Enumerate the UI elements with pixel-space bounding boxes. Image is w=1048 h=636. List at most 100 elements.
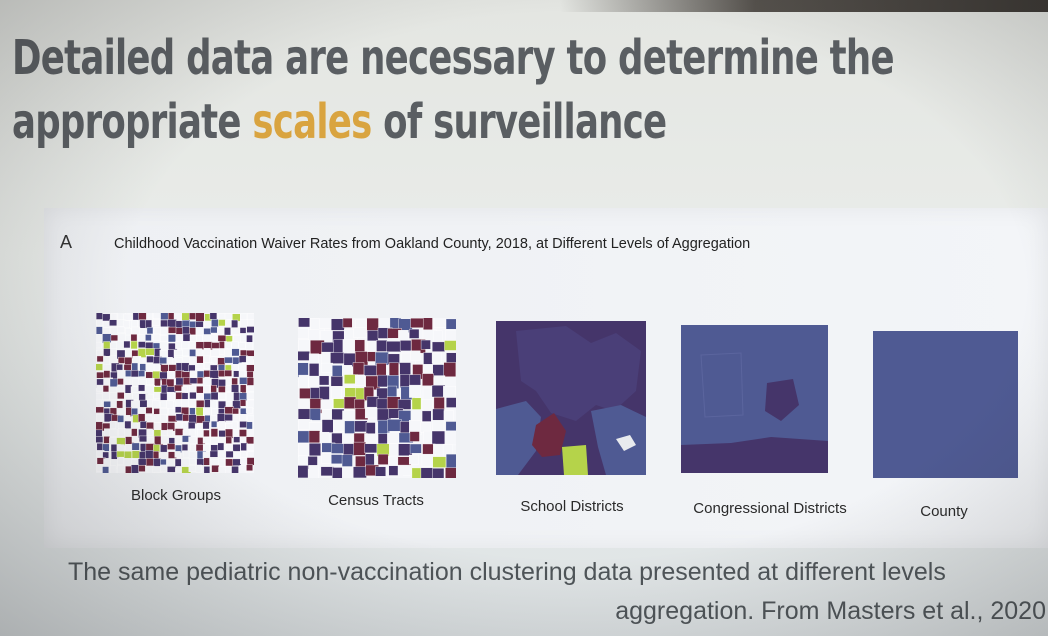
block-group-unit xyxy=(245,342,254,351)
block-group-unit xyxy=(131,435,139,443)
block-group-unit xyxy=(196,386,204,394)
block-group-unit xyxy=(181,313,190,321)
block-group-unit xyxy=(188,436,197,444)
block-group-unit xyxy=(152,333,161,341)
block-group-unit xyxy=(224,413,234,421)
block-group-unit xyxy=(131,422,138,429)
census-tract-unit xyxy=(409,443,422,454)
block-group-unit xyxy=(145,415,153,423)
block-group-unit xyxy=(195,348,203,356)
block-group-unit xyxy=(225,391,235,402)
block-group-unit xyxy=(195,313,205,322)
block-group-unit xyxy=(181,458,190,468)
census-tract-unit xyxy=(331,318,345,331)
block-group-unit xyxy=(210,391,219,401)
census-tract-unit xyxy=(309,408,321,421)
census-tract-unit xyxy=(397,464,412,476)
map-block-groups xyxy=(96,313,254,473)
block-group-unit xyxy=(182,450,190,458)
census-tract-unit xyxy=(409,328,420,339)
block-group-unit xyxy=(210,420,218,428)
block-group-unit xyxy=(102,391,110,400)
block-group-unit xyxy=(96,406,105,414)
block-group-unit xyxy=(203,385,210,394)
label-county: County xyxy=(920,503,968,520)
census-tract-unit xyxy=(321,362,333,373)
census-tract-unit xyxy=(445,453,456,469)
block-group-unit xyxy=(195,362,204,370)
block-group-unit xyxy=(188,421,196,430)
block-group-unit xyxy=(231,421,238,430)
block-group-unit xyxy=(232,458,242,466)
school-district-green xyxy=(562,445,588,475)
block-group-unit xyxy=(109,421,117,429)
census-tract-unit xyxy=(321,419,334,433)
block-group-unit xyxy=(160,313,169,320)
census-tract-unit xyxy=(364,408,378,419)
block-group-unit xyxy=(125,444,133,451)
block-group-unit xyxy=(132,391,140,400)
block-group-unit xyxy=(210,326,218,334)
title-line-2: appropriate scales of surveillance xyxy=(12,90,752,154)
census-tract-unit xyxy=(319,318,333,329)
census-tract-unit xyxy=(445,397,456,408)
block-group-unit xyxy=(175,334,184,342)
panel-letter: A xyxy=(60,232,73,252)
block-group-unit xyxy=(96,384,104,392)
block-group-unit xyxy=(210,399,217,409)
block-group-unit xyxy=(231,466,239,473)
block-group-unit xyxy=(209,450,219,458)
block-group-unit xyxy=(102,466,109,473)
block-group-unit xyxy=(109,465,117,473)
block-group-unit xyxy=(145,363,155,372)
block-group-unit xyxy=(110,400,117,409)
block-group-unit xyxy=(211,465,220,473)
block-group-unit xyxy=(174,428,184,436)
block-group-unit xyxy=(217,335,227,342)
census-tract-unit xyxy=(330,376,343,387)
label-congressional-districts: Congressional Districts xyxy=(693,500,847,517)
census-tract-unit xyxy=(411,397,422,410)
slide-title: Detailed data are necessary to determine… xyxy=(12,26,895,154)
census-tract-unit xyxy=(446,352,456,364)
census-tract-unit xyxy=(298,351,310,361)
block-group-unit xyxy=(152,466,162,473)
block-group-unit xyxy=(174,406,182,413)
block-group-unit xyxy=(203,328,212,335)
block-group-unit xyxy=(167,443,176,450)
block-group-unit xyxy=(239,327,247,334)
block-group-unit xyxy=(145,348,155,356)
block-group-unit xyxy=(246,428,254,438)
census-tract-unit xyxy=(365,453,375,466)
census-tract-unit xyxy=(298,339,310,352)
block-group-unit xyxy=(238,342,246,349)
block-group-unit xyxy=(218,370,226,377)
map-county xyxy=(873,331,1018,478)
block-group-unit xyxy=(211,342,220,349)
block-group-unit xyxy=(181,362,190,372)
census-tract-unit xyxy=(364,443,378,454)
block-group-unit xyxy=(202,334,212,342)
block-group-unit xyxy=(96,326,103,335)
block-group-unit xyxy=(145,407,153,414)
block-group-unit xyxy=(160,326,170,336)
census-tract-unit xyxy=(308,430,321,444)
block-group-unit xyxy=(246,364,254,372)
census-tract-unit xyxy=(333,398,346,409)
block-group-unit xyxy=(96,399,103,407)
block-group-unit xyxy=(124,420,132,429)
census-tract-unit xyxy=(410,409,424,422)
block-group-unit xyxy=(174,435,181,446)
block-group-unit xyxy=(174,349,183,357)
block-group-unit xyxy=(166,378,175,388)
census-tract-unit xyxy=(298,318,310,328)
block-group-unit xyxy=(202,421,210,430)
block-group-unit xyxy=(233,370,240,378)
census-tract-unit xyxy=(432,468,445,478)
map-census-tracts xyxy=(298,318,456,478)
block-group-unit xyxy=(138,341,146,348)
census-tract-unit xyxy=(420,339,431,350)
block-group-unit xyxy=(247,319,254,328)
block-group-unit xyxy=(167,349,175,359)
block-group-unit xyxy=(231,327,240,335)
